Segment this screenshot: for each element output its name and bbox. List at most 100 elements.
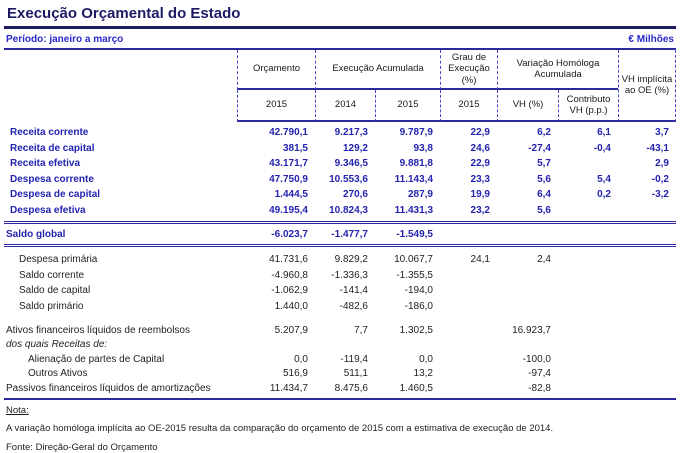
table-section-financeiros: Ativos financeiros líquidos de reembolso… — [4, 323, 676, 400]
unit-label: € Milhões — [628, 34, 674, 45]
cell-value: -1.549,5 — [396, 228, 433, 240]
cell-value: 11.143,4 — [394, 173, 433, 185]
cell-value: -482,6 — [339, 300, 368, 312]
cell-value: 9.787,9 — [399, 127, 433, 139]
row-label: Despesa primária — [19, 254, 98, 266]
row-label: dos quais Receitas de: — [6, 339, 108, 351]
col-subheader-grau-2015: 2015 — [440, 90, 497, 122]
cell-value: 5,6 — [537, 204, 551, 216]
cell-value: 511,1 — [343, 368, 368, 380]
cell-value: 10.553,6 — [329, 173, 368, 185]
cell-value: 5,6 — [537, 173, 551, 185]
cell-value: 516,9 — [282, 368, 308, 380]
cell-value: -3,2 — [651, 189, 669, 201]
cell-value: 11.431,3 — [394, 204, 433, 216]
cell-value: 5,4 — [597, 173, 611, 185]
col-subheader-exec-2014: 2014 — [315, 90, 375, 122]
cell-value: 1.460,5 — [399, 382, 433, 394]
period-bar: Período: janeiro a março € Milhões — [4, 29, 676, 50]
row-label: Receita de capital — [10, 142, 95, 154]
cell-value: 43.171,7 — [269, 158, 308, 170]
cell-value: -186,0 — [404, 300, 433, 312]
cell-value: 1.444,5 — [274, 189, 308, 201]
note-label: Nota: — [6, 404, 29, 416]
table-row: Despesa primária 41.731,6 9.829,2 10.067,7 2… — [4, 252, 676, 268]
cell-value: 2,9 — [655, 158, 669, 170]
cell-value: 6,2 — [537, 127, 551, 139]
table-row: Receita efetiva 43.171,7 9.346,5 9.881,8 22,… — [4, 156, 676, 172]
col-header-grau-execucao: Grau de Execução (%) — [440, 50, 497, 90]
col-subheader-vh-pct: VH (%) — [497, 90, 558, 122]
cell-value: 23,3 — [470, 173, 490, 185]
row-label: Receita efetiva — [10, 158, 81, 170]
cell-value: -1.062,9 — [271, 285, 308, 297]
col-subheader-orcamento-2015: 2015 — [237, 90, 315, 122]
col-header-variacao-homologa: Variação Homóloga Acumulada — [497, 50, 618, 90]
note-text: A variação homóloga implícita ao OE-2015… — [6, 422, 554, 434]
cell-value: 49.195,4 — [269, 204, 308, 216]
col-header-orcamento: Orçamento — [237, 50, 315, 90]
cell-value: 19,9 — [470, 189, 490, 201]
col-header-execucao-acumulada: Execução Acumulada — [315, 50, 440, 90]
row-label: Saldo primário — [19, 300, 84, 312]
table-row: Ativos financeiros líquidos de reembolso… — [4, 323, 676, 338]
cell-value: 8.475,6 — [334, 382, 368, 394]
cell-value: 0,2 — [597, 189, 611, 201]
cell-value: -0,4 — [593, 142, 611, 154]
cell-value: 23,2 — [470, 204, 490, 216]
header-corner — [4, 50, 237, 122]
col-subheader-exec-2015: 2015 — [375, 90, 440, 122]
cell-value: -27,4 — [528, 142, 551, 154]
cell-value: 6,1 — [597, 127, 611, 139]
table-row: dos quais Receitas de: — [4, 338, 676, 353]
cell-value: 22,9 — [470, 127, 490, 139]
cell-value: -194,0 — [404, 285, 433, 297]
table-row: Saldo de capital -1.062,9 -141,4 -194,0 — [4, 283, 676, 299]
cell-value: 93,8 — [413, 142, 433, 154]
cell-value: -0,2 — [651, 173, 669, 185]
table-header: Orçamento Execução Acumulada Grau de Exe… — [4, 50, 676, 122]
row-label: Ativos financeiros líquidos de reembolso… — [6, 324, 190, 336]
cell-value: 47.750,9 — [269, 173, 308, 185]
cell-value: -100,0 — [522, 353, 551, 365]
cell-value: 270,6 — [342, 189, 368, 201]
source-text: Fonte: Direção-Geral do Orçamento — [6, 441, 158, 453]
cell-value: -1.477,7 — [331, 228, 368, 240]
cell-value: 2,4 — [537, 254, 551, 266]
table-row: Receita corrente 42.790,1 9.217,3 9.787,9 22… — [4, 125, 676, 141]
cell-value: -1.336,3 — [331, 269, 368, 281]
cell-value: 1.302,5 — [399, 324, 433, 336]
row-label: Saldo de capital — [19, 285, 91, 297]
row-label: Receita corrente — [10, 127, 89, 139]
col-header-vh-implicita: VH implícita ao OE (%) — [618, 50, 676, 122]
page-title: Execução Orçamental do Estado — [4, 0, 676, 29]
table-row: Saldo corrente -4.960,8 -1.336,3 -1.355,5 — [4, 268, 676, 284]
row-label: Saldo global — [6, 228, 66, 240]
footer: Nota: A variação homóloga implícita ao O… — [4, 405, 676, 453]
table-row: Despesa efetiva 49.195,4 10.824,3 11.431,3 2… — [4, 203, 676, 219]
row-label: Despesa efetiva — [10, 204, 86, 216]
table-section-saldo-global: Saldo global -6.023,7 -1.477,7 -1.549,5 — [4, 221, 676, 247]
cell-value: 0,0 — [419, 353, 433, 365]
cell-value: 129,2 — [342, 142, 368, 154]
table-row: Saldo primário 1.440,0 -482,6 -186,0 — [4, 299, 676, 315]
row-label: Saldo corrente — [19, 269, 85, 281]
col-subheader-contributo-vh: Contributo VH (p.p.) — [558, 90, 618, 122]
cell-value: 41.731,6 — [269, 254, 308, 266]
cell-value: 1.440,0 — [274, 300, 308, 312]
cell-value: 9.217,3 — [334, 127, 368, 139]
row-label: Despesa de capital — [10, 189, 101, 201]
row-label: Despesa corrente — [10, 173, 94, 185]
table-section-main: Receita corrente 42.790,1 9.217,3 9.787,9 22… — [4, 122, 676, 218]
cell-value: 7,7 — [354, 324, 368, 336]
row-label: Outros Ativos — [28, 368, 88, 380]
cell-value: -6.023,7 — [271, 228, 308, 240]
table-section-saldos: Despesa primária 41.731,6 9.829,2 10.067,7 2… — [4, 252, 676, 314]
cell-value: 10.824,3 — [329, 204, 368, 216]
cell-value: 22,9 — [470, 158, 490, 170]
cell-value: 6,4 — [537, 189, 551, 201]
table-row: Alienação de partes de Capital 0,0 -119,4 0… — [4, 352, 676, 367]
table-row: Despesa de capital 1.444,5 270,6 287,9 19,9 6… — [4, 187, 676, 203]
cell-value: 381,5 — [282, 142, 308, 154]
cell-value: 5,7 — [537, 158, 551, 170]
